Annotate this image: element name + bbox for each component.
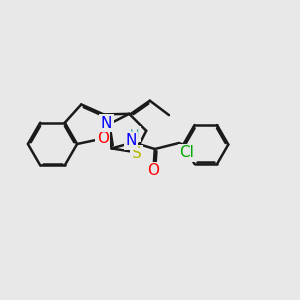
Text: Cl: Cl xyxy=(180,145,194,160)
Text: O: O xyxy=(97,131,109,146)
Text: O: O xyxy=(147,163,159,178)
Text: N: N xyxy=(101,116,112,131)
Text: N: N xyxy=(125,134,136,148)
Text: S: S xyxy=(132,146,142,161)
Text: H: H xyxy=(130,128,140,140)
